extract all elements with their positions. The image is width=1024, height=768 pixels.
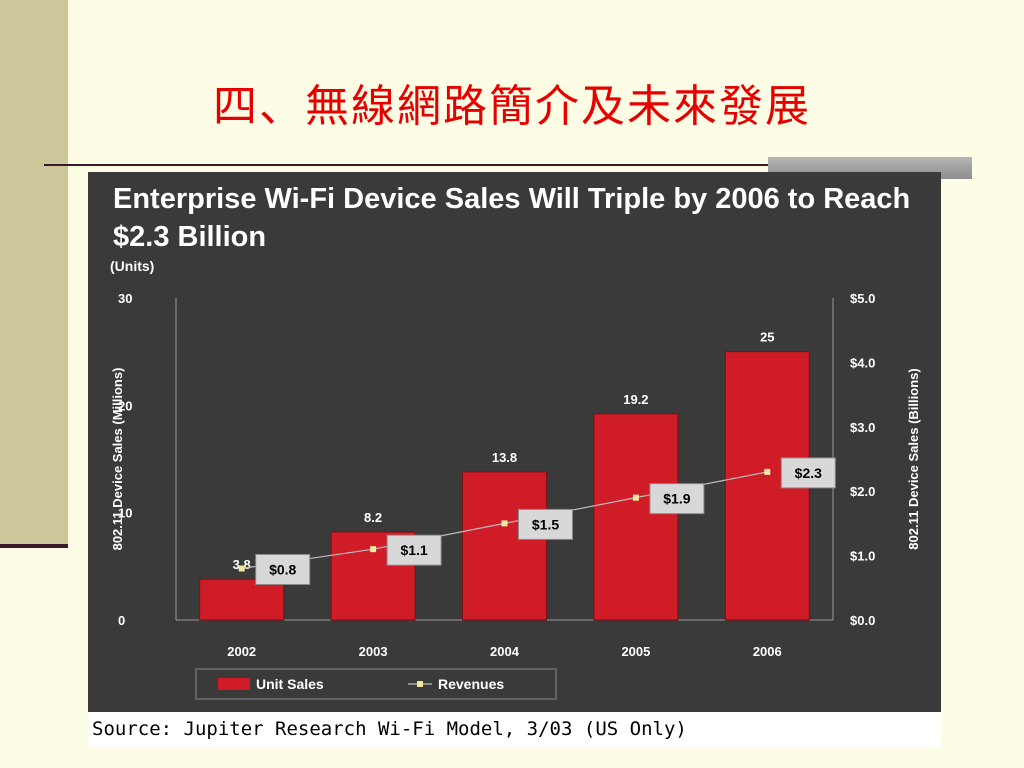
left-axis-title: 802.11 Device Sales (Millions): [110, 368, 125, 551]
left-tick-label: 30: [118, 291, 132, 306]
revenue-label-box: [649, 483, 705, 515]
revenue-point: [238, 565, 245, 572]
left-tick-label: 20: [118, 398, 132, 413]
source-note: Source: Jupiter Research Wi-Fi Model, 3/…: [88, 712, 941, 748]
legend-label-unit-sales: Unit Sales: [256, 676, 324, 692]
x-tick-label: 2002: [227, 644, 256, 659]
title-divider: [44, 164, 972, 166]
bar-value-label: 25: [760, 330, 774, 345]
right-tick-label: $3.0: [850, 420, 875, 435]
revenue-label-box: [518, 508, 573, 540]
bar-value-label: 13.8: [492, 450, 517, 465]
left-decor-rule: [0, 544, 68, 548]
revenue-point: [501, 520, 508, 527]
units-label: (Units): [110, 258, 155, 274]
right-axis-title: 802.11 Device Sales (Billions): [906, 368, 921, 549]
revenue-label-box: [386, 534, 442, 566]
legend-box: [195, 668, 557, 700]
left-tick-label: 0: [118, 613, 125, 628]
legend-swatch-unit-sales: [218, 678, 250, 690]
chart-title: Enterprise Wi-Fi Device Sales Will Tripl…: [113, 183, 911, 253]
revenue-value-label: $0.8: [269, 561, 296, 577]
right-tick-label: $4.0: [850, 355, 875, 370]
legend-label-revenues: Revenues: [438, 676, 504, 692]
left-tick-label: 10: [118, 506, 132, 521]
bar-unit-sales: [199, 578, 285, 621]
slide-title: 四、無線網路簡介及未來發展: [213, 81, 811, 132]
x-tick-label: 2003: [359, 644, 388, 659]
chart-panel: Enterprise Wi-Fi Device Sales Will Tripl…: [88, 172, 941, 712]
right-tick-label: $1.0: [850, 549, 875, 564]
revenue-value-label: $1.5: [532, 516, 559, 532]
revenue-point: [632, 494, 639, 501]
x-tick-label: 2006: [753, 644, 782, 659]
bar-value-label: 8.2: [364, 510, 382, 525]
revenue-label-box: [780, 457, 836, 489]
revenue-value-label: $2.3: [795, 465, 822, 481]
right-tick-label: $0.0: [850, 613, 875, 628]
revenue-value-label: $1.1: [400, 542, 427, 558]
revenue-point: [764, 468, 771, 475]
right-tick-label: $5.0: [850, 291, 875, 306]
revenue-label-box: [255, 553, 311, 585]
x-tick-label: 2004: [490, 644, 520, 659]
left-decor-bar: [0, 0, 68, 548]
chart-plot: 0 10 20 30 $0.0 $1.0 $2.0 $3.0 $4.0 $5.0 802.11 De…: [110, 291, 921, 700]
revenue-value-label: $1.9: [663, 491, 690, 507]
bar-value-label: 19.2: [623, 392, 648, 407]
bar-unit-sales: [462, 471, 547, 621]
revenue-point: [370, 546, 377, 553]
legend-swatch-revenues-point: [417, 681, 423, 687]
x-tick-label: 2005: [621, 644, 650, 659]
bar-value-label: 3.8: [233, 557, 251, 572]
right-tick-label: $2.0: [850, 484, 875, 499]
bar-unit-sales: [593, 413, 679, 621]
